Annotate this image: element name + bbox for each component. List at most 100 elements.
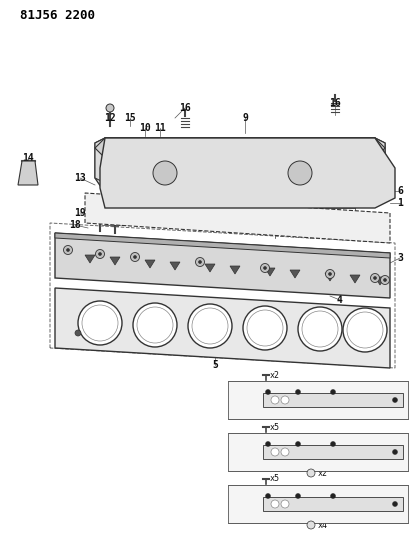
Polygon shape bbox=[18, 161, 38, 185]
Circle shape bbox=[265, 494, 270, 498]
Text: 16: 16 bbox=[328, 98, 340, 108]
Polygon shape bbox=[100, 138, 394, 208]
Bar bbox=[227, 485, 407, 523]
Circle shape bbox=[342, 308, 386, 352]
Text: 18: 18 bbox=[69, 220, 81, 230]
Circle shape bbox=[330, 441, 335, 447]
Bar bbox=[227, 433, 407, 471]
Circle shape bbox=[63, 246, 72, 254]
Text: x5: x5 bbox=[270, 474, 279, 483]
Polygon shape bbox=[204, 264, 214, 272]
Circle shape bbox=[195, 257, 204, 266]
Text: 3: 3 bbox=[396, 253, 402, 263]
Circle shape bbox=[260, 263, 269, 272]
Polygon shape bbox=[374, 277, 384, 285]
Text: x2: x2 bbox=[270, 370, 279, 379]
Circle shape bbox=[328, 272, 331, 276]
Bar bbox=[227, 381, 407, 419]
Text: 3.75": 3.75" bbox=[257, 211, 281, 220]
Polygon shape bbox=[55, 288, 389, 368]
Text: 1.38": 1.38" bbox=[133, 214, 156, 223]
Circle shape bbox=[263, 266, 266, 270]
Circle shape bbox=[295, 441, 300, 447]
Circle shape bbox=[130, 253, 139, 262]
Circle shape bbox=[297, 307, 341, 351]
Text: x4: x4 bbox=[317, 521, 327, 529]
Circle shape bbox=[391, 398, 397, 402]
Polygon shape bbox=[55, 233, 389, 258]
Circle shape bbox=[265, 390, 270, 394]
Text: (A): (A) bbox=[232, 395, 253, 405]
Text: 8: 8 bbox=[62, 240, 68, 250]
Circle shape bbox=[373, 277, 375, 279]
Polygon shape bbox=[264, 268, 274, 276]
Bar bbox=[262, 445, 402, 459]
Text: (C): (C) bbox=[232, 499, 253, 509]
Circle shape bbox=[280, 396, 288, 404]
Polygon shape bbox=[95, 138, 384, 183]
Circle shape bbox=[380, 276, 389, 285]
Circle shape bbox=[330, 494, 335, 498]
Bar bbox=[262, 497, 402, 511]
Polygon shape bbox=[85, 255, 95, 263]
Polygon shape bbox=[85, 193, 389, 243]
Text: 12: 12 bbox=[104, 113, 116, 123]
Text: 5: 5 bbox=[211, 360, 218, 370]
Text: 17: 17 bbox=[371, 280, 383, 290]
Text: 81J56 2200: 81J56 2200 bbox=[20, 9, 95, 21]
Text: 16: 16 bbox=[179, 103, 191, 113]
Text: 6: 6 bbox=[396, 186, 402, 196]
Text: .87": .87" bbox=[105, 303, 126, 312]
Text: 11: 11 bbox=[154, 123, 166, 133]
Polygon shape bbox=[170, 262, 180, 270]
Circle shape bbox=[330, 390, 335, 394]
Polygon shape bbox=[110, 257, 120, 265]
Text: 4: 4 bbox=[336, 295, 342, 305]
Circle shape bbox=[198, 261, 201, 263]
Circle shape bbox=[66, 248, 70, 252]
Text: 1: 1 bbox=[396, 198, 402, 208]
Circle shape bbox=[106, 104, 114, 112]
Circle shape bbox=[325, 270, 334, 279]
Circle shape bbox=[287, 161, 311, 185]
Bar bbox=[262, 393, 402, 407]
Circle shape bbox=[188, 304, 231, 348]
Text: x5: x5 bbox=[270, 423, 279, 432]
Circle shape bbox=[153, 161, 177, 185]
Text: 13: 13 bbox=[74, 173, 85, 183]
Circle shape bbox=[75, 330, 81, 336]
Text: 19: 19 bbox=[74, 208, 85, 218]
Circle shape bbox=[133, 303, 177, 347]
Text: 2: 2 bbox=[374, 263, 380, 273]
Circle shape bbox=[280, 500, 288, 508]
Circle shape bbox=[391, 449, 397, 455]
Polygon shape bbox=[324, 273, 334, 281]
Circle shape bbox=[270, 448, 278, 456]
Circle shape bbox=[280, 448, 288, 456]
Circle shape bbox=[78, 301, 122, 345]
Circle shape bbox=[133, 255, 136, 259]
Circle shape bbox=[270, 500, 278, 508]
Text: 4.5": 4.5" bbox=[314, 211, 333, 220]
Polygon shape bbox=[55, 233, 389, 298]
Circle shape bbox=[295, 494, 300, 498]
Circle shape bbox=[306, 469, 314, 477]
Polygon shape bbox=[95, 138, 384, 193]
Polygon shape bbox=[145, 260, 155, 268]
Text: 7: 7 bbox=[314, 228, 320, 238]
Circle shape bbox=[382, 279, 386, 281]
Polygon shape bbox=[289, 270, 299, 278]
Text: 9: 9 bbox=[241, 113, 247, 123]
Circle shape bbox=[265, 441, 270, 447]
Circle shape bbox=[270, 396, 278, 404]
Polygon shape bbox=[349, 275, 359, 283]
Text: (B): (B) bbox=[232, 447, 253, 457]
Polygon shape bbox=[95, 138, 384, 158]
Circle shape bbox=[306, 521, 314, 529]
Circle shape bbox=[295, 390, 300, 394]
Circle shape bbox=[370, 273, 379, 282]
Circle shape bbox=[243, 306, 286, 350]
Text: 14: 14 bbox=[22, 153, 34, 163]
Text: 1.0": 1.0" bbox=[103, 215, 121, 224]
Text: x2: x2 bbox=[317, 469, 327, 478]
